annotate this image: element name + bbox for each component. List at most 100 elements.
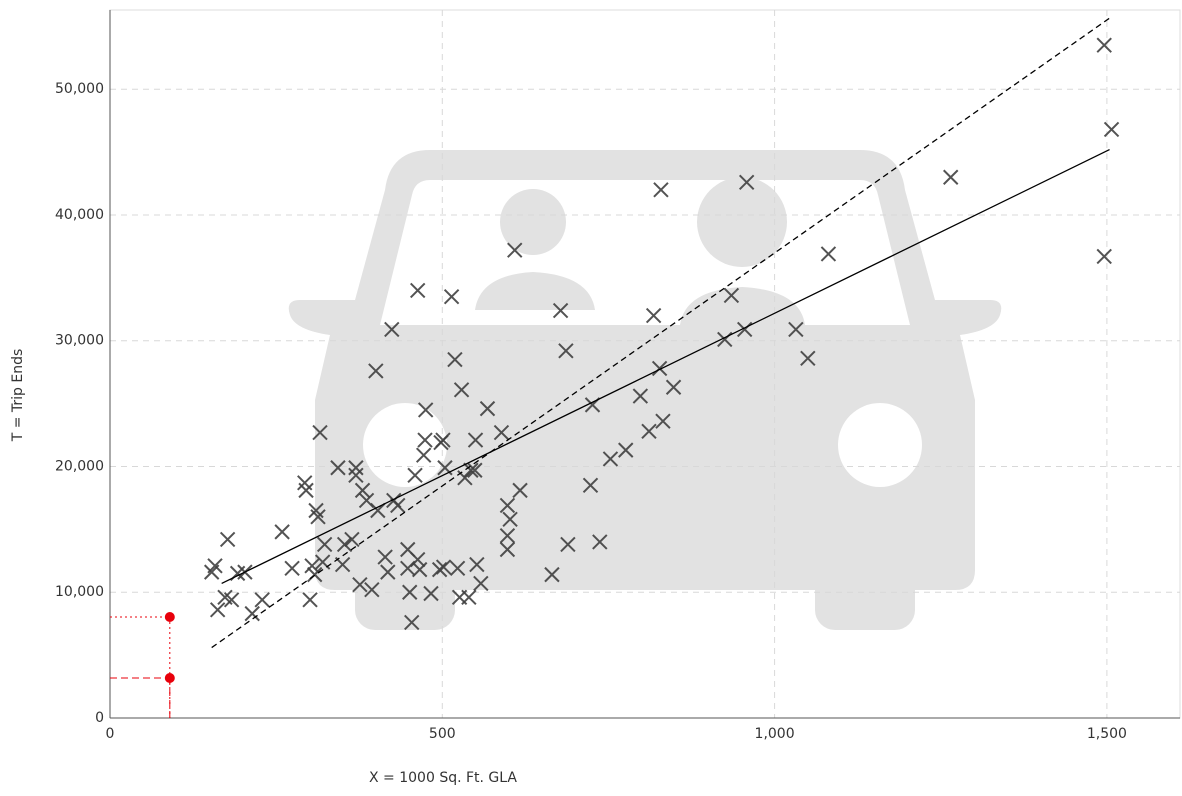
data-point [507,242,523,258]
data-point [244,605,260,622]
data-point [788,321,804,338]
data-point [499,527,516,544]
data-point [467,432,484,448]
data-point [502,511,518,528]
x-tick-label: 1,000 [755,726,795,742]
data-point [943,169,959,185]
data-point [377,549,393,565]
data-point [302,592,318,608]
data-point [499,497,516,514]
data-point [209,602,226,618]
data-point [404,614,420,631]
y-axis-label: T = Trip Ends [10,349,26,443]
data-point [417,432,433,448]
data-point [479,400,496,417]
y-tick-label: 50,000 [55,81,104,97]
data-point [453,382,470,398]
data-point [411,561,428,578]
x-axis-label: X = 1000 Sq. Ft. GLA [369,770,517,786]
y-tick-label: 40,000 [55,207,104,223]
data-point [304,558,320,574]
data-point [723,287,740,304]
data-point [820,246,837,262]
estimate-point [164,612,175,623]
data-point [645,307,662,324]
y-tick-label: 10,000 [55,584,104,600]
data-point [410,282,426,299]
data-point [417,402,434,418]
data-point [310,509,326,525]
data-point [219,531,236,548]
data-point [544,566,560,583]
data-point [665,379,682,395]
data-point [407,467,423,484]
data-point [402,584,418,600]
fitted-curve [221,149,1110,585]
data-point [632,388,649,404]
data-point [582,477,599,494]
data-point [653,182,669,198]
data-point [552,302,569,319]
data-point [736,321,753,338]
x-tick-label: 500 [429,726,456,742]
y-tick-label: 30,000 [55,333,104,349]
data-point [592,534,608,550]
data-point [1096,37,1112,53]
average-rate-line [211,15,1113,649]
data-point [461,589,477,605]
y-tick-label: 20,000 [55,458,104,474]
data-point [390,497,406,514]
data-point [435,559,452,575]
data-point [1103,121,1120,138]
data-point [223,592,240,608]
watermark-car [288,150,1002,630]
data-point [298,482,314,499]
data-point [354,482,371,499]
data-point [560,536,576,553]
data-point [316,536,333,553]
data-point [469,556,485,573]
data-point [602,451,619,467]
data-point [473,575,489,592]
data-point [435,432,451,448]
data-point [348,460,364,476]
data-point [1096,248,1112,265]
data-point [447,351,463,368]
data-point [368,363,384,379]
data-point [641,423,657,439]
data-point [800,350,816,367]
data-point [618,442,634,458]
data-point [334,556,351,573]
data-point [330,460,346,476]
data-point [207,558,223,574]
data-point [336,536,353,553]
data-point [348,467,364,484]
data-point [499,541,516,558]
data-point [344,531,360,548]
data-point [423,585,439,602]
data-point [306,566,323,583]
data-point [274,524,290,540]
data-point [370,502,386,519]
data-point [384,321,400,338]
y-tick-label: 0 [95,710,104,726]
data-point [364,582,380,598]
data-point [655,413,671,429]
x-tick-label: 0 [106,726,115,742]
data-point [493,424,510,441]
data-point [352,576,368,593]
data-point [284,560,300,577]
data-point [463,462,479,478]
data-point [449,560,466,577]
data-point [312,424,328,441]
data-point [254,592,270,608]
data-point [443,289,460,305]
data-point [415,447,432,463]
data-point [431,561,448,578]
data-point [651,360,668,377]
data-point [558,343,574,359]
data-point [512,482,528,499]
x-tick-label: 1,500 [1087,726,1127,742]
data-point [467,462,483,478]
